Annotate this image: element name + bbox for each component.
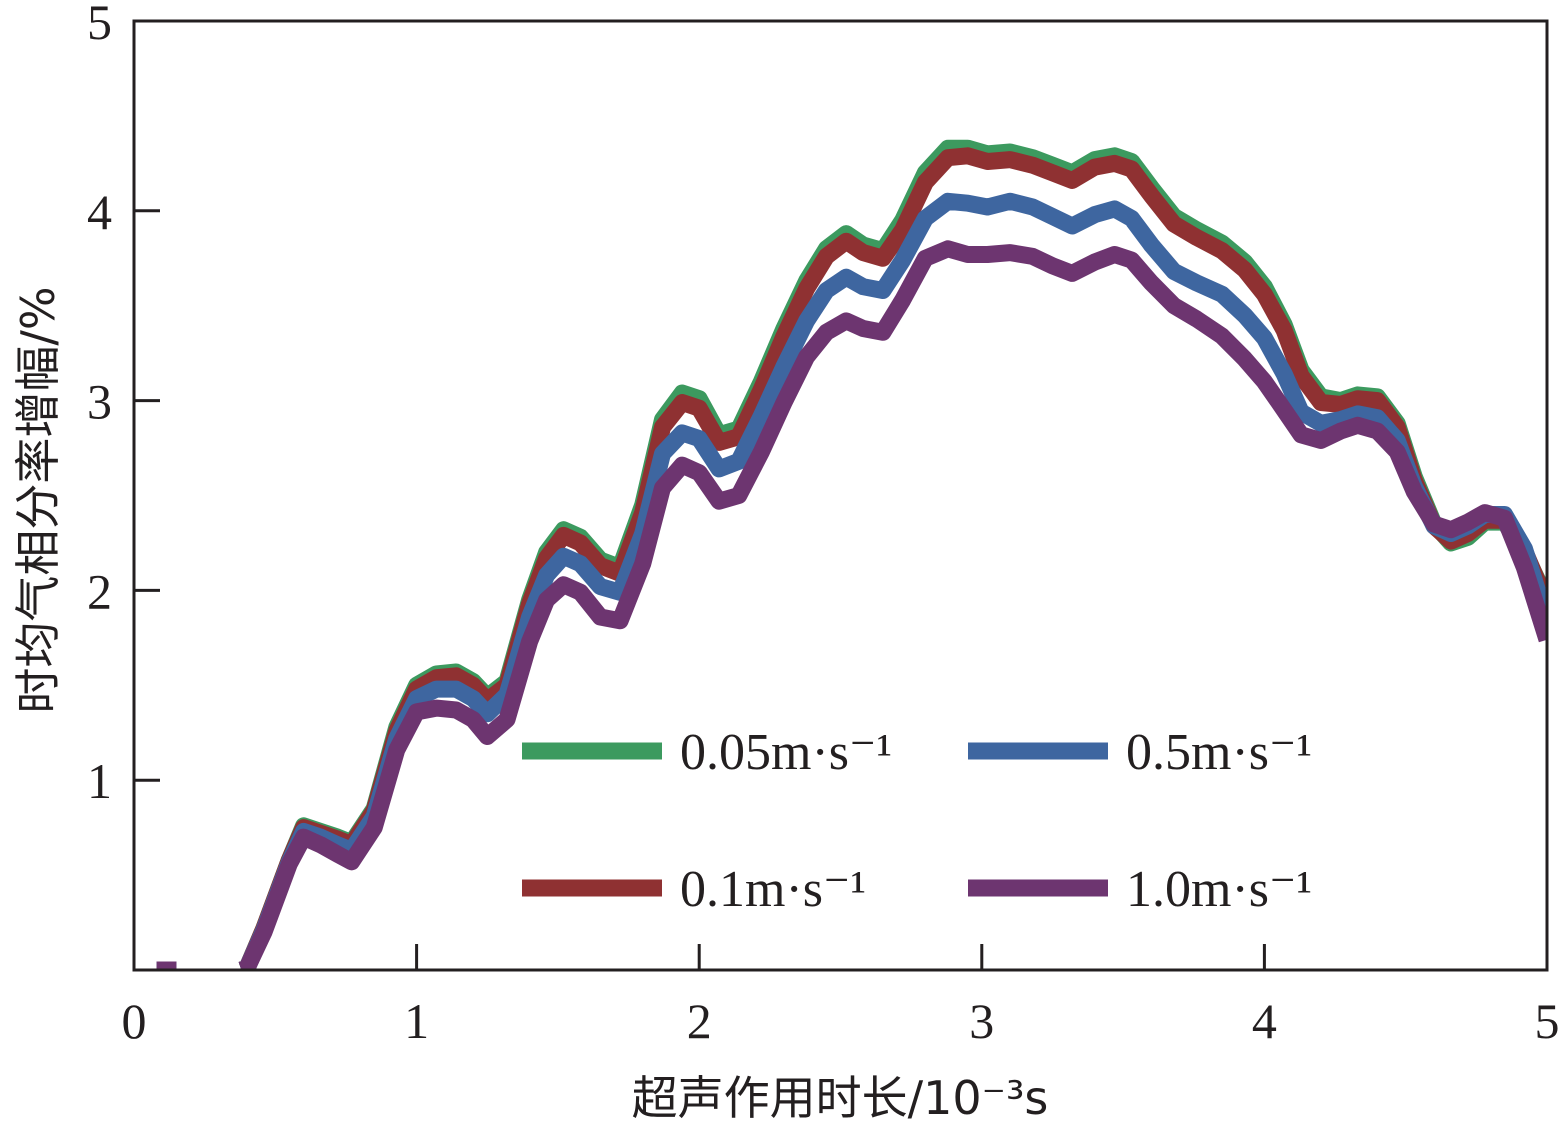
series-line-3 — [156, 192, 1547, 970]
legend-label: 0.05m·s⁻¹ — [680, 724, 892, 781]
x-tick-label: 1 — [404, 993, 429, 1049]
y-tick-label: 3 — [87, 374, 112, 430]
series-line-4 — [156, 240, 1547, 970]
x-tick-label: 2 — [687, 993, 712, 1049]
x-axis-label: 超声作用时长/10⁻³s — [632, 1071, 1049, 1125]
y-tick-label: 2 — [87, 563, 112, 619]
y-tick-label: 4 — [87, 184, 112, 240]
x-tick-label: 5 — [1535, 993, 1560, 1049]
y-axis-label: 时均气相分率增幅/% — [11, 286, 65, 713]
y-tick-label: 1 — [87, 753, 112, 809]
legend: 0.05m·s⁻¹ 0.5m·s⁻¹ 0.1m·s⁻¹ 1.0m·s⁻¹ — [522, 724, 1312, 918]
y-tick-label: 5 — [87, 0, 112, 50]
legend-label: 1.0m·s⁻¹ — [1126, 861, 1312, 918]
x-tick-label: 0 — [122, 993, 147, 1049]
legend-label: 0.5m·s⁻¹ — [1126, 724, 1312, 781]
series-layer — [156, 139, 1547, 970]
ticks-layer: 0 1 2 3 4 5 1 2 3 4 5 — [87, 0, 1560, 1049]
legend-label: 0.1m·s⁻¹ — [680, 861, 866, 918]
series-line-2 — [156, 147, 1547, 970]
x-tick-label: 4 — [1252, 993, 1277, 1049]
plot-frame — [132, 19, 1549, 972]
x-tick-label: 3 — [969, 993, 994, 1049]
